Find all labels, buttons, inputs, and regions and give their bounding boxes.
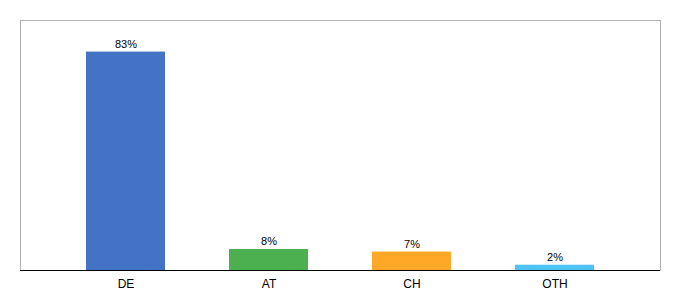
svg-text:CH: CH [403, 277, 420, 291]
svg-text:OTH: OTH [542, 277, 567, 291]
svg-text:8%: 8% [261, 235, 277, 247]
svg-text:7%: 7% [404, 238, 420, 250]
svg-text:AT: AT [262, 277, 277, 291]
svg-text:2%: 2% [547, 251, 563, 263]
svg-text:DE: DE [118, 277, 135, 291]
svg-text:83%: 83% [115, 38, 137, 50]
